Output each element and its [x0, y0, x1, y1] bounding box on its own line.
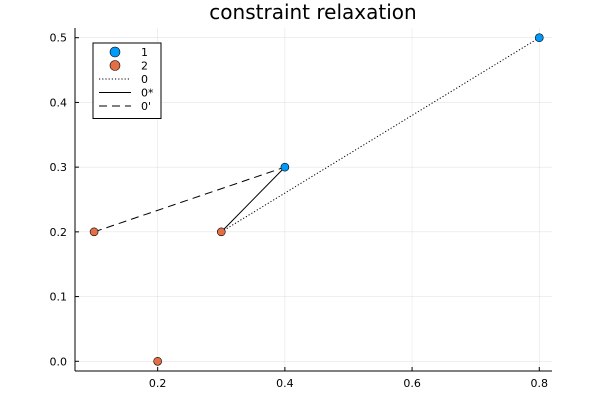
legend-label-0: 0 — [141, 73, 148, 86]
x-axis-ticks: 0.2 0.4 0.6 0.8 — [149, 367, 548, 390]
series-line-0' — [93, 166, 286, 233]
data-point-series-2 — [89, 227, 99, 237]
legend-label-0*: 0* — [141, 87, 154, 100]
y-tick-label: 0.4 — [50, 96, 68, 109]
axes — [74, 28, 552, 372]
series-points — [89, 33, 544, 366]
legend-marker-1 — [109, 46, 121, 58]
series-line-0* — [220, 166, 286, 233]
legend-marker-2 — [109, 60, 121, 71]
y-tick-label: 0.1 — [50, 291, 68, 304]
chart-title: constraint relaxation — [209, 0, 416, 24]
y-tick-label: 0.2 — [50, 226, 68, 239]
data-point-series-1 — [280, 162, 290, 172]
legend-label-1: 1 — [141, 46, 148, 59]
legend-label-0': 0' — [141, 100, 151, 113]
y-tick-label: 0.0 — [50, 355, 68, 368]
y-tick-label: 0.3 — [50, 161, 68, 174]
data-point-series-1 — [534, 33, 544, 43]
series-lines — [93, 37, 540, 233]
y-tick-label: 0.5 — [50, 32, 68, 45]
x-tick-label: 0.6 — [403, 377, 421, 390]
y-axis-ticks: 0.0 0.1 0.2 0.3 0.4 0.5 — [50, 32, 79, 368]
series-line-0 — [221, 37, 540, 233]
x-tick-label: 0.2 — [149, 377, 167, 390]
data-point-series-2 — [153, 356, 162, 366]
x-tick-label: 0.8 — [531, 377, 549, 390]
data-point-series-2 — [216, 227, 226, 237]
legend-label-2: 2 — [141, 60, 148, 73]
x-tick-label: 0.4 — [276, 377, 294, 390]
